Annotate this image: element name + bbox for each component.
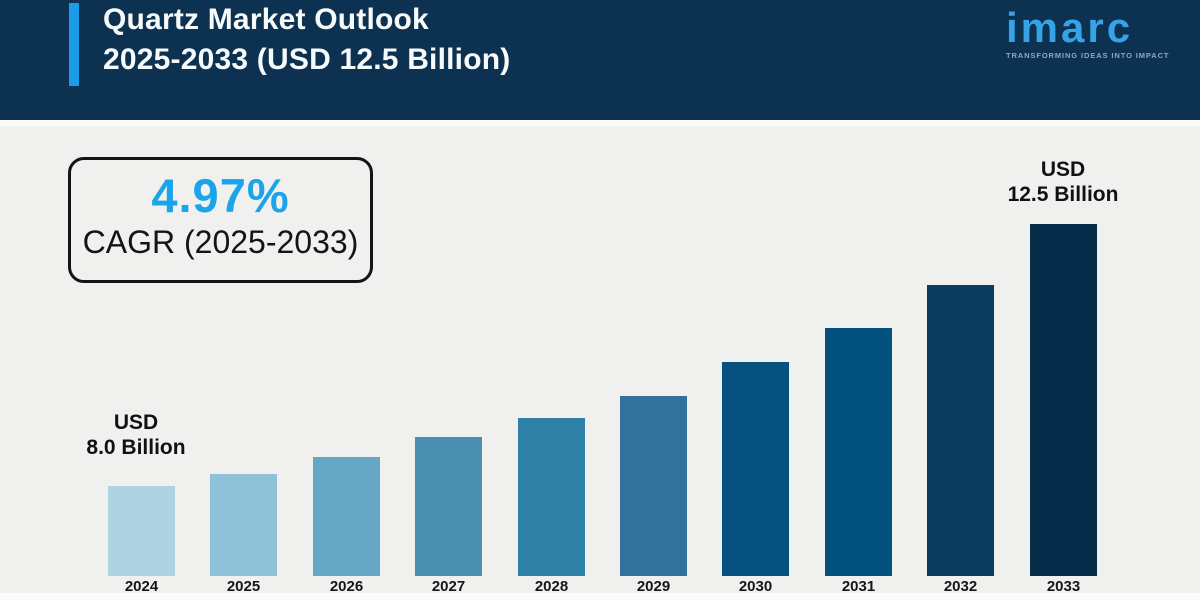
axis-label-2026: 2026 <box>329 578 364 595</box>
axis-label-2025: 2025 <box>226 578 261 595</box>
bar-2024 <box>108 486 175 576</box>
bar-2032 <box>927 285 994 576</box>
bar-2025 <box>210 474 277 576</box>
page-title: Quartz Market Outlook 2025-2033 (USD 12.… <box>103 0 510 80</box>
cagr-callout-box: 4.97% CAGR (2025-2033) <box>68 157 373 283</box>
axis-label-2029: 2029 <box>636 578 671 595</box>
cagr-value: 4.97% <box>151 169 290 222</box>
axis-label-2027: 2027 <box>431 578 466 595</box>
imarc-logo: imarc TRANSFORMING IDEAS INTO IMPACT <box>1006 4 1186 61</box>
end-value-label-line1: USD <box>1040 158 1086 181</box>
axis-label-2031: 2031 <box>841 578 876 595</box>
imarc-logo-wordmark: imarc <box>1006 4 1134 51</box>
start-value-label-line1: USD <box>113 411 159 434</box>
bottom-margin-strip <box>0 593 1200 600</box>
page-title-line2: 2025-2033 (USD 12.5 Billion) <box>103 43 511 76</box>
imarc-logo-tagline: TRANSFORMING IDEAS INTO IMPACT <box>1006 51 1170 60</box>
axis-label-2028: 2028 <box>534 578 569 595</box>
bar-2031 <box>825 328 892 576</box>
bar-2029 <box>620 396 687 576</box>
axis-label-2032: 2032 <box>943 578 978 595</box>
end-value-label-line2: 12.5 Billion <box>1007 183 1119 206</box>
axis-label-2033: 2033 <box>1046 578 1081 595</box>
title-accent-bar <box>69 3 79 86</box>
header-divider <box>0 120 1200 126</box>
page-title-line1: Quartz Market Outlook <box>103 3 429 36</box>
axis-label-2030: 2030 <box>738 578 773 595</box>
start-value-label-line2: 8.0 Billion <box>86 436 186 459</box>
header-banner: Quartz Market Outlook 2025-2033 (USD 12.… <box>0 0 1200 120</box>
bar-2027 <box>415 437 482 576</box>
end-value-label: USD 12.5 Billion <box>978 157 1148 207</box>
bar-2030 <box>722 362 789 576</box>
bar-2028 <box>518 418 585 576</box>
bar-2033 <box>1030 224 1097 576</box>
bar-2026 <box>313 457 380 576</box>
axis-label-2024: 2024 <box>124 578 159 595</box>
start-value-label: USD 8.0 Billion <box>51 410 221 460</box>
cagr-label: CAGR (2025-2033) <box>82 224 359 260</box>
